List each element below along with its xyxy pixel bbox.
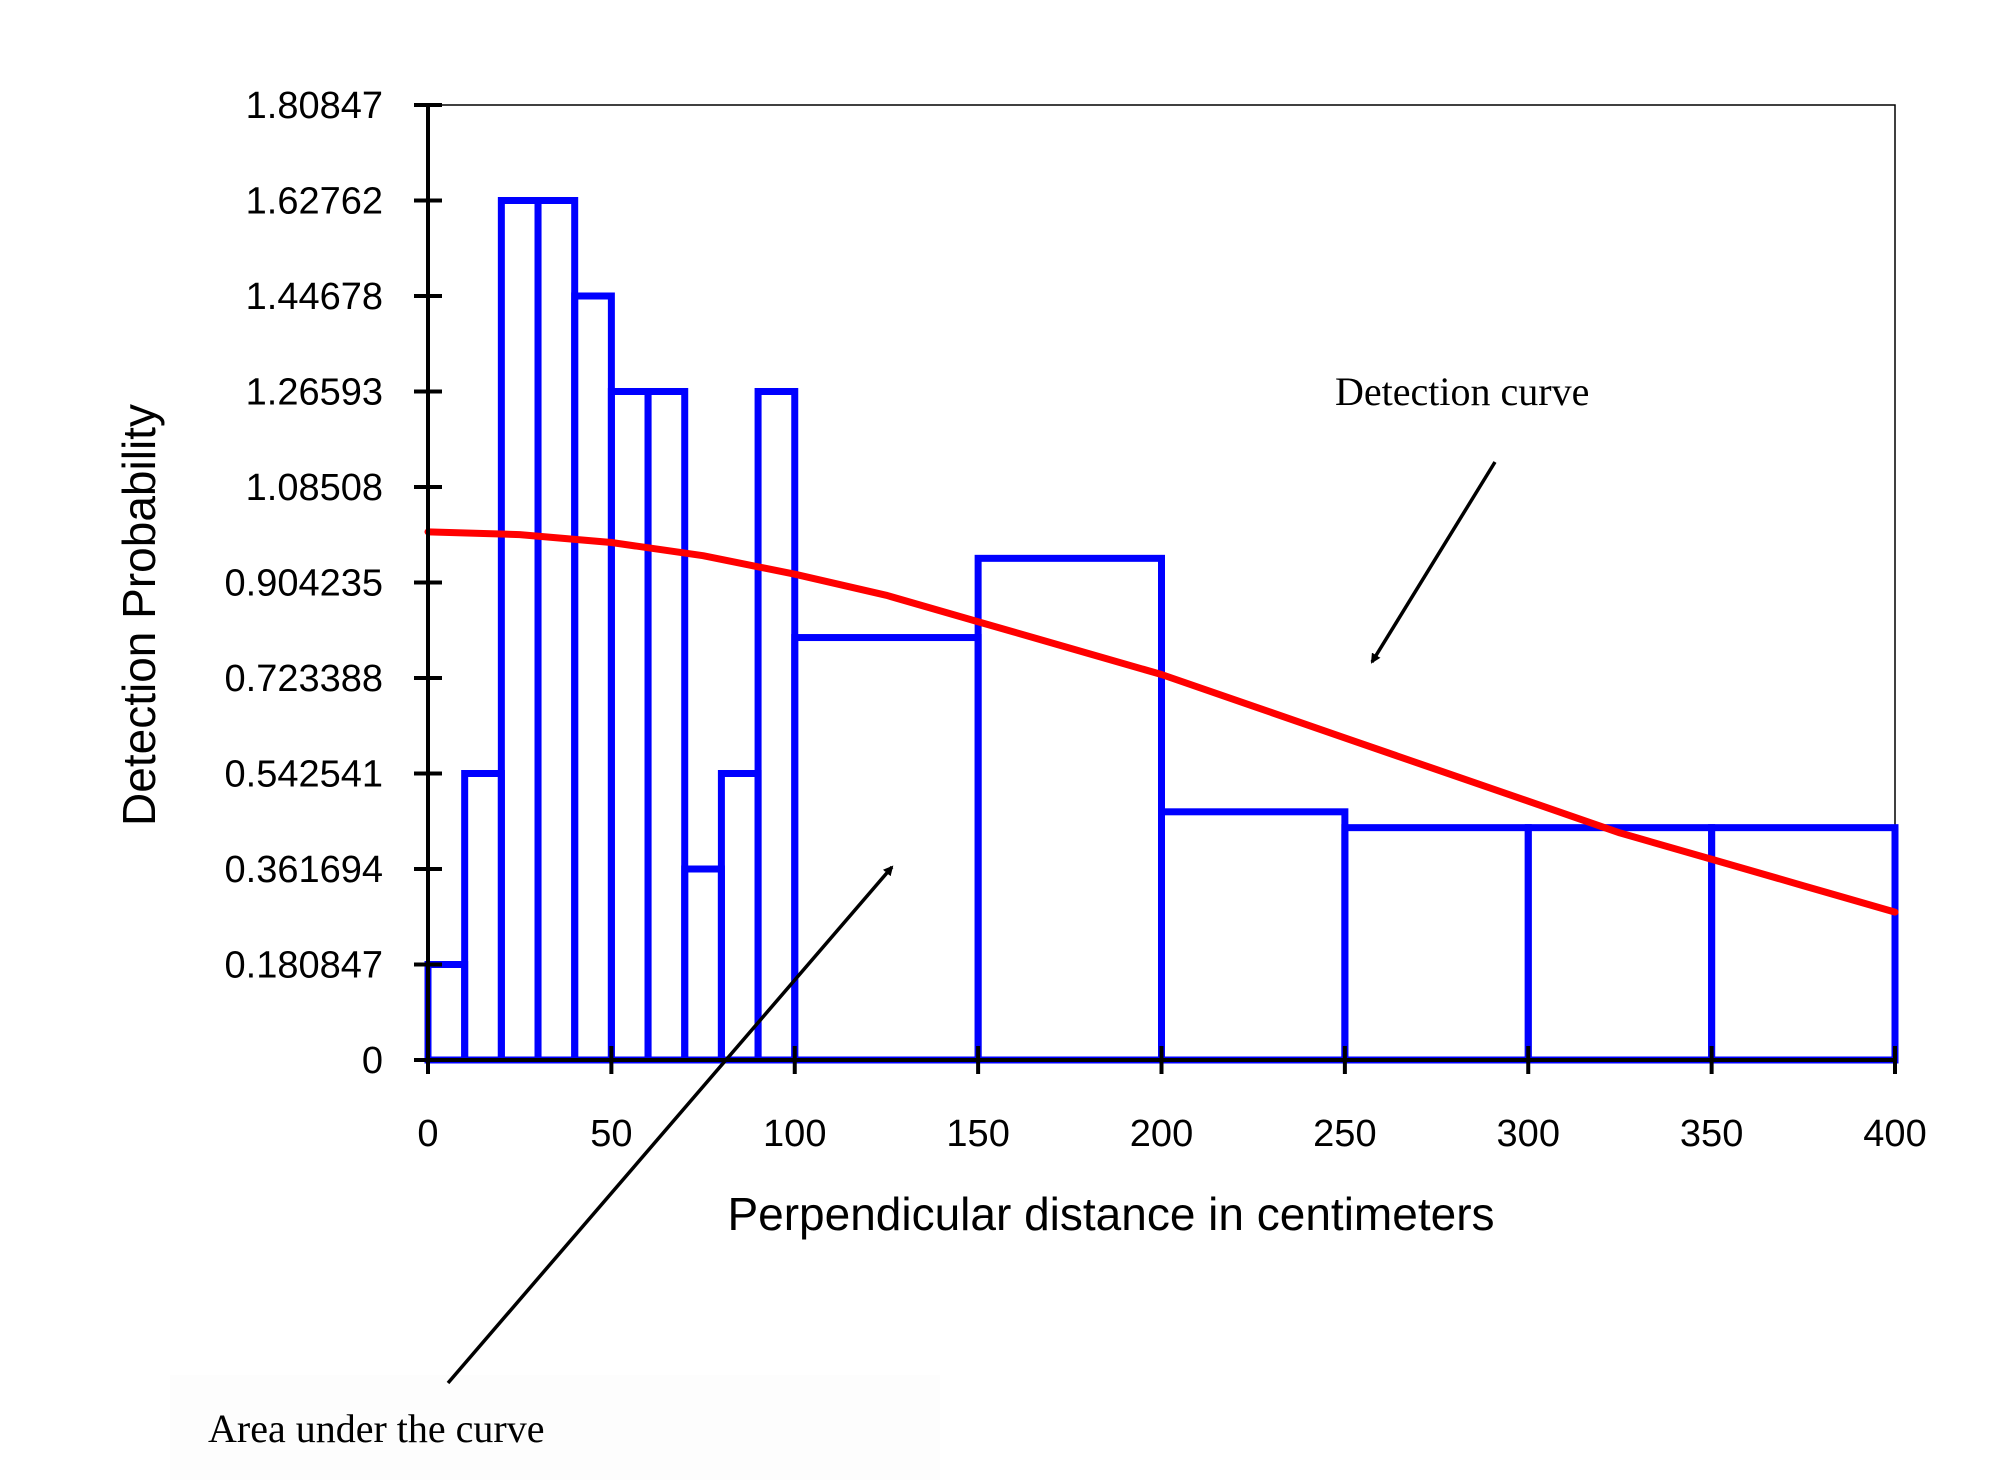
histogram-bar-4 <box>571 292 615 1064</box>
arrow-area-under-curve <box>446 865 894 1385</box>
x-axis-ticks: 0 50 100 150 200 250 300 350 400 <box>417 1046 1927 1155</box>
histogram-bar-7 <box>681 865 725 1064</box>
x-axis-title: Perpendicular distance in centimeters <box>727 1188 1494 1240</box>
y-tick-label-3: 0.542541 <box>225 754 384 796</box>
arrow-detection-curve <box>1370 461 1497 664</box>
histogram-bar-8 <box>717 770 762 1064</box>
x-tick-label-7: 350 <box>1680 1113 1743 1155</box>
histogram-bar-12 <box>1158 808 1349 1064</box>
x-tick-label-3: 150 <box>946 1113 1009 1155</box>
histogram-bar-2 <box>497 197 542 1064</box>
y-tick-label-4: 0.723388 <box>225 658 384 700</box>
histogram-bar-5 <box>607 387 652 1064</box>
x-tick-label-8: 400 <box>1863 1113 1926 1155</box>
histogram-bar-3 <box>534 197 579 1064</box>
y-tick-label-10: 1.80847 <box>246 85 383 127</box>
y-tick-label-1: 0.180847 <box>225 945 384 987</box>
y-tick-label-7: 1.26593 <box>246 371 383 413</box>
x-tick-label-0: 0 <box>417 1113 438 1155</box>
histogram-bar-13 <box>1341 824 1532 1064</box>
x-tick-label-4: 200 <box>1130 1113 1193 1155</box>
y-tick-label-0: 0 <box>362 1040 383 1082</box>
y-axis-title: Detection Probability <box>113 404 165 826</box>
y-tick-label-2: 0.361694 <box>225 849 384 891</box>
x-tick-label-1: 50 <box>590 1113 632 1155</box>
x-tick-label-6: 300 <box>1497 1113 1560 1155</box>
histogram-bars <box>424 197 1899 1064</box>
annotation-area-under-curve: Area under the curve <box>208 1406 544 1451</box>
histogram-bar-15 <box>1708 824 1899 1064</box>
histogram-bar-1 <box>461 770 505 1064</box>
histogram-bar-11 <box>974 554 1165 1064</box>
detection-curve-line <box>424 528 1899 916</box>
y-tick-label-8: 1.44678 <box>246 276 383 318</box>
y-tick-label-6: 1.08508 <box>246 467 383 509</box>
x-tick-label-2: 100 <box>763 1113 826 1155</box>
histogram-bar-10 <box>791 634 982 1064</box>
histogram-bar-14 <box>1524 824 1716 1064</box>
y-tick-label-5: 0.904235 <box>225 563 384 605</box>
histogram-bar-6 <box>644 387 689 1064</box>
annotation-detection-curve: Detection curve <box>1335 369 1589 414</box>
y-tick-label-9: 1.62762 <box>246 181 383 223</box>
x-tick-label-5: 250 <box>1313 1113 1376 1155</box>
y-axis-ticks: 0 0.180847 0.361694 0.542541 0.723388 0.90423… <box>225 85 442 1082</box>
annotation-background <box>170 1375 940 1480</box>
histogram-bar-9 <box>754 387 799 1064</box>
histogram-bar-0 <box>424 961 469 1064</box>
